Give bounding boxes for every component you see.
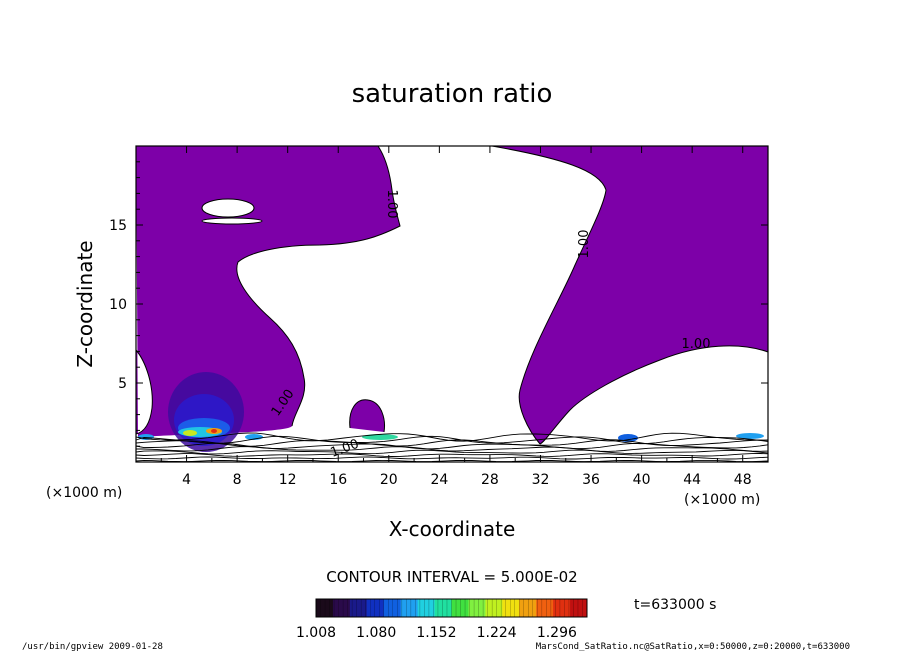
- colorbar-frame: [315, 598, 588, 618]
- colorbar-tick-label: 1.080: [356, 625, 396, 641]
- contour-label: 1.00: [384, 190, 399, 219]
- contour-label: 1.00: [577, 230, 592, 259]
- x-tick-label: 40: [633, 472, 651, 488]
- x-tick-label: 32: [532, 472, 550, 488]
- x-unit-left: (×1000 m): [46, 485, 122, 501]
- x-tick-label: 4: [182, 472, 191, 488]
- contour-line: [349, 399, 385, 433]
- y-tick-label: 15: [109, 218, 127, 234]
- footer-left: /usr/bin/gpview 2009-01-28: [22, 642, 163, 652]
- contour-line: [135, 449, 769, 455]
- core: [736, 433, 764, 439]
- y-tick-label: 5: [118, 376, 127, 392]
- y-tick-label: 10: [109, 297, 127, 313]
- time-label: t=633000 s: [634, 597, 716, 613]
- colorbar-tick-label: 1.152: [416, 625, 456, 641]
- plot-area: [135, 145, 769, 463]
- x-axis-label: X-coordinate: [389, 517, 516, 541]
- saturation-region-fill: [136, 146, 768, 444]
- contour-interval: CONTOUR INTERVAL = 5.000E-02: [326, 568, 577, 586]
- colorbar-swatch: [570, 599, 588, 617]
- colorbar-swatch: [383, 599, 402, 617]
- contour-line: [135, 453, 769, 457]
- y-axis: 5 10 15: [109, 161, 768, 447]
- supersaturation-cores: [138, 372, 764, 452]
- colorbar-swatch: [366, 599, 385, 617]
- colorbar-swatch: [400, 599, 419, 617]
- contour-line: [491, 145, 607, 445]
- colorbar-swatch: [451, 599, 469, 617]
- chart-title: saturation ratio: [352, 79, 553, 109]
- colorbar-swatch: [417, 599, 436, 617]
- contour-line: [135, 349, 153, 435]
- colorbar-swatch: [468, 599, 486, 617]
- colorbar-tick-label: 1.224: [477, 625, 517, 641]
- colorbar-swatch: [536, 599, 554, 617]
- x-tick-label: 12: [279, 472, 297, 488]
- x-tick-label: 48: [734, 472, 752, 488]
- contour-line: [539, 345, 769, 445]
- x-unit-right: (×1000 m): [684, 492, 760, 508]
- colorbar-swatch: [332, 599, 351, 617]
- colorbar-tick-labels: 1.008 1.080 1.152 1.224 1.296: [296, 625, 577, 641]
- colorbar-swatch: [519, 599, 537, 617]
- contour-label: 1.00: [682, 337, 711, 352]
- x-tick-label: 20: [380, 472, 398, 488]
- colorbar-swatch: [502, 599, 520, 617]
- contour-line: [135, 432, 769, 442]
- x-tick-label: 8: [233, 472, 242, 488]
- x-tick-label: 24: [430, 472, 448, 488]
- contour-line: [201, 198, 255, 218]
- contour-line: [236, 145, 401, 427]
- updraft-cap: [349, 399, 385, 432]
- y-axis-label: Z-coordinate: [73, 240, 97, 367]
- x-tick-label: 16: [329, 472, 347, 488]
- contour-line: [135, 456, 769, 460]
- contour-line: [201, 217, 263, 225]
- colorbar-swatch: [485, 599, 503, 617]
- colorbar-tick-label: 1.296: [537, 625, 577, 641]
- clear-pocket: [202, 199, 254, 217]
- x-tick-label: 28: [481, 472, 499, 488]
- colorbar-swatch: [553, 599, 571, 617]
- colorbar-swatch: [434, 599, 452, 617]
- contour-line: [135, 435, 769, 445]
- x-axis: 4 8 12 16 20 24 28 32 36 40 44 48: [160, 146, 752, 488]
- core: [183, 430, 197, 436]
- contour-line: [136, 446, 769, 452]
- colorbar: [316, 599, 588, 617]
- core: [362, 434, 398, 440]
- colorbar-tick-label: 1.008: [296, 625, 336, 641]
- colorbar-swatch: [316, 599, 334, 617]
- x-tick-label: 36: [582, 472, 600, 488]
- core: [211, 429, 217, 433]
- colorbar-swatch: [349, 599, 368, 617]
- footer-right: MarsCond_SatRatio.nc@SatRatio,x=0:50000,…: [535, 642, 850, 652]
- x-tick-label: 44: [683, 472, 701, 488]
- clear-pocket: [202, 218, 262, 224]
